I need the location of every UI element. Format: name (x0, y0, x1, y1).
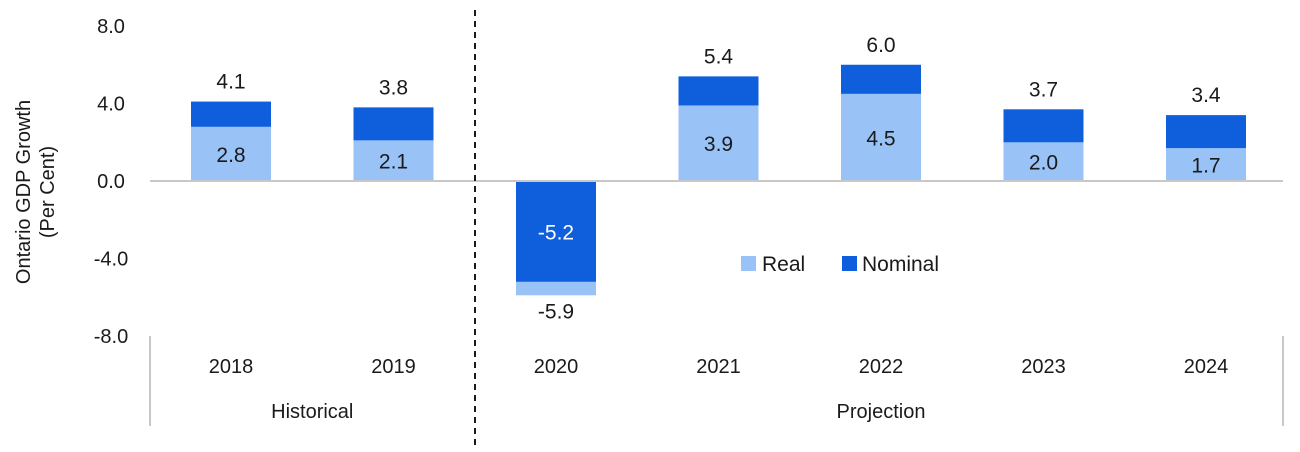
group-label: Historical (271, 401, 353, 423)
group-label: Projection (837, 401, 926, 423)
data-label-real: 2.0 (1029, 152, 1058, 175)
y-axis-title-line2: (Per Cent) (37, 146, 59, 238)
y-tick-label: 4.0 (97, 94, 125, 116)
data-label-real: 3.9 (704, 133, 733, 156)
legend-label-nominal: Nominal (862, 253, 939, 276)
x-tick-label: 2024 (1184, 356, 1229, 378)
bar-real (191, 126, 271, 181)
category-axis: 2018 2019 2020 2021 2022 2023 2024 Historical Pr… (149, 336, 1284, 426)
legend-swatch-nominal (842, 256, 857, 271)
data-label-real: 4.5 (866, 127, 895, 150)
bar-real (353, 140, 434, 181)
bars (191, 64, 1246, 296)
data-labels: 4.1 2.8 3.8 2.1 -5.2 -5.9 5.4 3.9 6.0 4.5 3.7 2.0 3.… (216, 34, 1221, 324)
bar-nominal (516, 181, 596, 282)
legend: Real Nominal (741, 253, 939, 276)
bar-real (841, 93, 921, 181)
data-label-nominal: 4.1 (216, 71, 245, 94)
bar-real (678, 105, 759, 181)
y-axis-title: Ontario GDP Growth (Per Cent) (13, 100, 59, 284)
y-axis-ticks: 8.0 4.0 0.0 -4.0 -8.0 (94, 16, 128, 348)
data-label-nominal: 3.4 (1191, 84, 1221, 107)
data-label-real: 2.8 (216, 144, 245, 167)
data-label-nominal: 6.0 (866, 34, 895, 57)
data-label-nominal: -5.2 (538, 221, 574, 244)
x-tick-label: 2018 (209, 356, 254, 378)
bar-real (1003, 142, 1084, 181)
bar-real (1166, 148, 1246, 181)
y-tick-label: 0.0 (97, 171, 125, 193)
data-label-nominal: 3.7 (1029, 78, 1058, 101)
legend-swatch-real (741, 256, 756, 271)
y-axis-title-line1: Ontario GDP Growth (13, 100, 35, 284)
legend-label-real: Real (762, 253, 805, 276)
x-tick-label: 2019 (371, 356, 416, 378)
x-tick-label: 2020 (534, 356, 579, 378)
x-tick-label: 2021 (696, 356, 741, 378)
y-tick-label: -8.0 (94, 326, 128, 348)
data-label-real: 1.7 (1191, 155, 1220, 178)
data-label-nominal: 3.8 (379, 76, 408, 99)
x-tick-label: 2023 (1021, 356, 1066, 378)
x-tick-label: 2022 (859, 356, 904, 378)
data-label-real: -5.9 (538, 300, 574, 323)
y-tick-label: -4.0 (94, 249, 128, 271)
data-label-nominal: 5.4 (704, 45, 734, 68)
data-label-real: 2.1 (379, 151, 408, 174)
y-tick-label: 8.0 (97, 16, 125, 38)
